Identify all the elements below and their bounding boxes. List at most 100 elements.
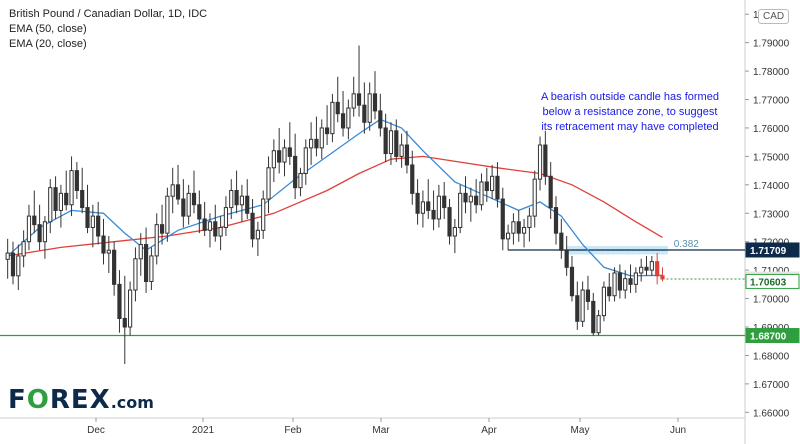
candle-body [16,255,21,277]
candle-body [468,195,473,203]
candle-body [543,144,548,177]
candle-body [112,249,117,285]
candle-body [277,150,282,163]
candle-body [314,138,319,149]
candle-body [37,224,42,243]
price-badge-label-resistance: 1.71709 [750,246,787,257]
candle-body [234,190,239,206]
y-tick-label-4: 1.70000 [753,295,790,306]
candle-body [367,93,372,123]
logo-text-o: O [26,385,50,415]
candle-body [537,144,543,180]
candle-body [239,195,245,206]
candle-body [245,195,250,214]
candle-body [149,255,154,283]
candle-body [335,101,340,115]
candle-body [175,184,181,200]
candle-body [85,207,90,228]
candle-body [660,275,665,280]
candle-body [213,221,218,237]
price-badge-label-bid: 1.70603 [750,277,787,288]
y-tick-label-7: 1.73000 [753,209,790,220]
candle-body [42,221,48,243]
candle-body [69,170,74,206]
candle-body [559,232,564,251]
candle-body [138,244,143,260]
chart-legend: British Pound / Canadian Dollar, 1D, IDC… [9,7,207,52]
candle-body [447,207,452,237]
candle-body [250,212,255,240]
candle-body [601,286,607,317]
candle-body [48,187,53,223]
candle-body [21,241,26,257]
candle-body [282,147,287,163]
candle-body [106,249,111,254]
candle-body [394,130,399,157]
candle-body [298,172,303,189]
candle-body [628,278,633,285]
candle-body [26,215,32,243]
candle-body [122,317,127,328]
candle-body [527,215,532,228]
candle-body [101,235,106,254]
candle-body [128,289,133,328]
candle-body [569,266,575,297]
logo-suffix: .com [110,393,154,412]
y-tick-label-1: 1.67000 [753,380,790,391]
candle-body [293,155,298,189]
fib-label: 0.382 [674,239,699,250]
y-tick-label-12: 1.78000 [753,67,790,78]
candle-body [303,147,308,174]
candle-body [596,315,601,334]
candle-body [548,175,553,209]
candle-body [159,224,165,234]
candle-body [516,221,521,234]
candle-body [133,258,138,291]
ema20-line [7,118,663,277]
candle-body [186,192,191,217]
candle-body [324,127,330,135]
candle-body [96,215,101,237]
candle-body [351,93,356,109]
candle-body [229,190,234,209]
candle-body [202,218,207,231]
candle-body [484,181,489,192]
forex-logo: FOREX.com [8,385,154,415]
y-tick-label-11: 1.77000 [753,96,790,107]
x-tick-label-1: 2021 [192,425,215,436]
chart-annotation: A bearish outside candle has formed belo… [541,91,719,133]
candle-body [218,226,223,237]
candle-body [655,261,660,277]
candle-body [649,261,654,271]
candle-body [511,221,516,234]
candle-body [644,266,649,271]
candle-body [10,252,16,277]
candle-body [442,195,447,209]
price-badge-support [745,328,800,344]
y-tick-label-10: 1.76000 [753,124,790,135]
chart-title: British Pound / Canadian Dollar, 1D, IDC [9,8,208,20]
candle-body [378,110,383,129]
candle-body [490,175,495,192]
candle-body [223,207,229,228]
price-badge-resistance [745,242,800,258]
candle-body [404,144,410,166]
candle-body [607,286,612,297]
logo-text-rex: REX [49,385,111,415]
candle-body [165,195,170,234]
candle-body [585,289,591,302]
candle-body [383,127,388,155]
candle-body [452,226,457,237]
x-tick-label-2: Feb [284,425,302,436]
candle-body [436,195,441,220]
candle-body [431,209,436,220]
candle-body [309,138,314,149]
candle-body [580,289,585,322]
y-tick-label-13: 1.79000 [753,39,790,50]
candle-body [532,178,537,217]
currency-badge[interactable]: CAD [758,9,790,24]
candle-body [388,130,394,155]
candle-body [207,221,213,231]
candle-body [197,204,202,220]
